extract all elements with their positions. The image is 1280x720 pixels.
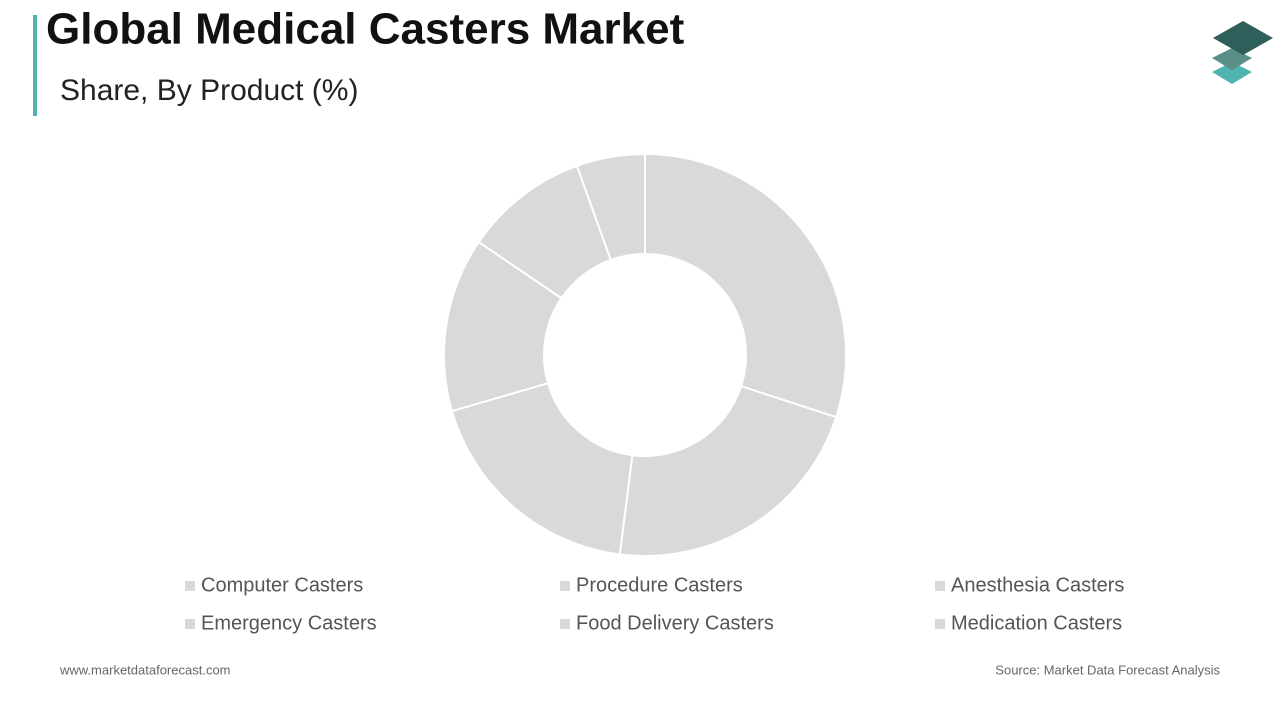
footer-left: www.marketdataforecast.com <box>59 662 231 677</box>
legend-marker <box>185 581 195 591</box>
legend-marker <box>185 619 195 629</box>
legend-label: Medication Casters <box>951 612 1122 634</box>
legend-label: Procedure Casters <box>576 574 743 596</box>
donut-slice <box>575 152 646 262</box>
donut-slice <box>618 384 838 557</box>
chart-subtitle: Share, By Product (%) <box>60 74 358 107</box>
legend-label: Anesthesia Casters <box>951 574 1124 596</box>
legend-label: Food Delivery Casters <box>576 612 774 634</box>
legend-marker <box>560 581 570 591</box>
accent-bar <box>33 15 37 116</box>
legend-label: Computer Casters <box>201 574 363 596</box>
footer-right: Source: Market Data Forecast Analysis <box>995 662 1220 677</box>
donut-slice <box>450 381 634 556</box>
legend-marker <box>560 619 570 629</box>
donut-slice <box>644 152 847 419</box>
logo <box>1212 21 1273 84</box>
legend-label: Emergency Casters <box>201 612 377 634</box>
chart-title: Global Medical Casters Market <box>46 5 685 54</box>
legend-marker <box>935 581 945 591</box>
legend-marker <box>935 619 945 629</box>
